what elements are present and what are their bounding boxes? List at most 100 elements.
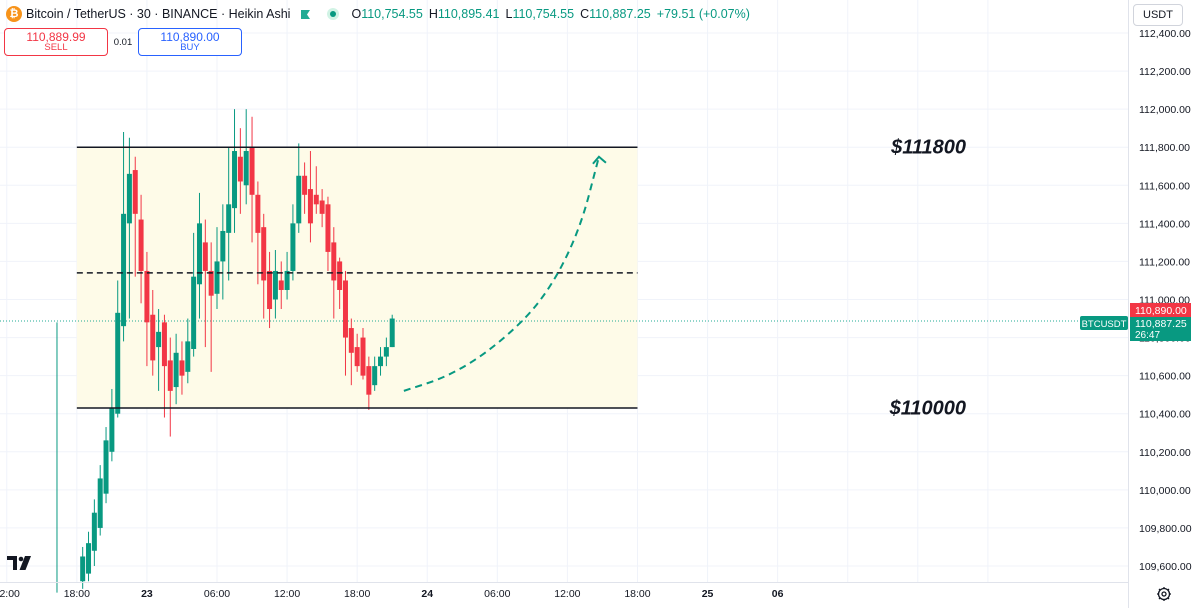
candle-body	[226, 204, 232, 233]
candle-body	[378, 356, 384, 367]
candle-body	[243, 151, 249, 186]
candle-body	[179, 360, 185, 376]
candle-body	[383, 347, 389, 357]
candle-body	[132, 170, 138, 214]
candle-body	[80, 556, 86, 582]
candle-body	[307, 189, 313, 224]
price-axis-tick-label: 110,200.00	[1139, 447, 1191, 459]
candle-body	[325, 204, 331, 252]
ask-price-label: 110,890.00	[1135, 305, 1187, 317]
candle-body	[372, 366, 378, 386]
candle-body	[342, 280, 348, 338]
symbol-title[interactable]: Bitcoin / TetherUS · 30 · BINANCE · Heik…	[26, 7, 291, 21]
price-axis-tick-label: 112,400.00	[1139, 28, 1191, 40]
price-axis-tick-label: 111,800.00	[1139, 142, 1190, 154]
symbol-price-tag: BTCUSDT	[1082, 319, 1127, 330]
time-axis-tick-label: 06	[772, 588, 784, 600]
flag-icon[interactable]	[300, 9, 311, 20]
resistance-label: $111800	[890, 137, 966, 159]
currency-selector[interactable]: USDT	[1133, 4, 1183, 26]
time-axis-tick-label: 18:00	[64, 588, 90, 600]
chart-header: ₿ Bitcoin / TetherUS · 30 · BINANCE · He…	[0, 0, 1128, 28]
ohlc-key: H	[428, 7, 438, 21]
buy-price: 110,890.00	[160, 29, 220, 44]
price-axis-tick-label: 111,400.00	[1139, 218, 1190, 230]
ohlc-close: 110,887.25	[589, 7, 651, 21]
price-axis-tick-label: 112,200.00	[1139, 66, 1191, 78]
candle-body	[360, 337, 366, 376]
candle-body	[97, 478, 103, 528]
candle-body	[156, 331, 162, 348]
candle-body	[173, 352, 179, 388]
candle-body	[249, 147, 255, 195]
candle-body	[196, 223, 202, 285]
time-axis-tick-label: 12:00	[0, 588, 20, 600]
candle-body	[208, 270, 214, 296]
candle-body	[185, 341, 191, 372]
ohlc-key: C	[580, 7, 590, 21]
ohlc-key: O	[351, 7, 362, 21]
candle-body	[284, 270, 290, 290]
candle-body	[290, 223, 296, 271]
candle-body	[220, 230, 226, 262]
time-axis-tick-label: 12:00	[554, 588, 580, 600]
candle-body	[144, 270, 150, 323]
sell-label: SELL	[44, 42, 68, 54]
trade-panel: 110,889.99 SELL 0.01 110,890.00 BUY	[4, 28, 242, 56]
buy-label: BUY	[180, 42, 200, 54]
price-axis-tick-label: 111,200.00	[1139, 256, 1190, 268]
ohlc-values: O110,754.55 H110,895.41 L110,754.55 C110…	[351, 7, 749, 21]
candle-body	[354, 347, 360, 367]
price-axis-tick-label: 110,600.00	[1139, 371, 1191, 383]
ohlc-key: L	[505, 7, 513, 21]
ohlc-high: 110,895.41	[437, 7, 500, 21]
candle-body	[237, 156, 243, 182]
candle-body	[167, 360, 173, 391]
last-price-label: 110,887.25	[1135, 318, 1187, 330]
candle-body	[302, 175, 308, 195]
candle-body	[296, 175, 302, 224]
time-axis-tick-label: 24	[421, 588, 433, 600]
market-open-icon	[327, 8, 340, 20]
candle-body	[214, 261, 220, 294]
candle-body	[121, 213, 127, 327]
candle-body	[313, 194, 319, 205]
spread-value: 0.01	[113, 36, 133, 48]
candle-body	[348, 328, 354, 353]
bar-countdown-label: 26:47	[1135, 330, 1160, 341]
price-axis-tick-label: 112,000.00	[1139, 104, 1191, 116]
candle-body	[331, 242, 337, 281]
candle-body	[91, 512, 97, 551]
candle-body	[86, 543, 92, 574]
ohlc-low: 110,754.55	[512, 7, 575, 21]
candle-body	[138, 219, 144, 271]
candle-body	[267, 270, 273, 310]
candle-body	[103, 440, 109, 494]
candle-body	[191, 276, 197, 349]
candle-body	[202, 242, 208, 271]
tradingview-logo-icon[interactable]	[7, 556, 33, 570]
time-axis-tick-label: 06:00	[204, 588, 230, 600]
candle-body	[389, 318, 395, 348]
symbol-price-tag-bg	[1080, 316, 1128, 330]
candle-body	[232, 151, 238, 209]
price-axis-tick-label: 111,600.00	[1139, 180, 1190, 192]
candle-body	[319, 200, 325, 214]
candle-body	[278, 280, 284, 290]
settings-gear-icon[interactable]	[1156, 586, 1172, 602]
projection-path[interactable]	[403, 156, 600, 392]
price-axis-tick-label: 109,800.00	[1139, 523, 1192, 535]
sell-button[interactable]: 110,889.99 SELL	[4, 28, 108, 56]
support-label: $110000	[889, 398, 966, 420]
ohlc-open: 110,754.55	[361, 7, 423, 21]
price-axis-tick-label: 110,400.00	[1139, 409, 1191, 421]
price-axis-tick-label: 109,600.00	[1139, 561, 1192, 573]
projection-arrowhead	[592, 155, 607, 165]
candle-body	[337, 261, 343, 290]
buy-button[interactable]: 110,890.00 BUY	[138, 28, 242, 56]
candle-body	[126, 173, 132, 224]
bitcoin-logo-icon: ₿	[6, 6, 22, 22]
ask-price-label-bg	[1130, 303, 1191, 317]
